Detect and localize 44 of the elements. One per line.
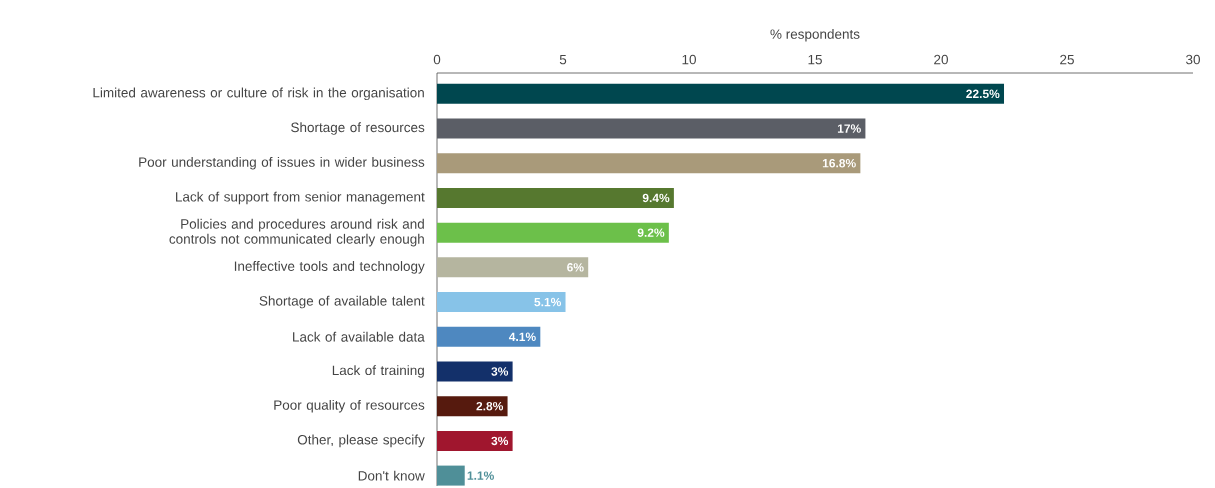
data-label: 4.1% — [508, 332, 536, 341]
y-tick-label: Lack of training — [332, 365, 424, 378]
y-tick-label: Shortage of resources — [291, 122, 425, 135]
data-label: 22.5% — [966, 89, 1000, 99]
bar — [437, 118, 866, 139]
x-tick-label: 30 — [1186, 54, 1200, 65]
x-tick-label: 10 — [682, 54, 696, 65]
data-label: 9.4% — [642, 193, 670, 203]
data-label: 2.8% — [476, 401, 504, 411]
y-tick-label: Don't know — [358, 470, 425, 481]
data-label: 3% — [491, 367, 509, 376]
data-label: 6% — [567, 263, 584, 272]
y-tick-label: Shortage of available talent — [259, 295, 425, 309]
bar — [437, 292, 566, 313]
x-tick-label: 5 — [559, 54, 567, 65]
data-label: 1.1% — [467, 471, 494, 480]
y-tick-label: Other, please specify — [297, 434, 425, 448]
data-label: 16.8% — [822, 158, 856, 168]
y-tick-label: Poor quality of resources — [274, 399, 425, 413]
y-tick-label: Ineffective tools and technology — [234, 261, 425, 274]
bar — [437, 83, 1005, 104]
bar — [437, 222, 669, 243]
y-tick-label: Limited awareness or culture of risk in the organisation — [93, 87, 424, 101]
y-tick-label: Lack of support from senior management — [176, 191, 425, 205]
y-tick-label: Poor understanding of issues in wider business — [139, 156, 425, 170]
data-label: 5.1% — [534, 297, 562, 307]
x-tick-label: 25 — [1060, 54, 1074, 65]
bar — [437, 430, 513, 451]
bar — [437, 361, 513, 382]
bar — [437, 153, 861, 174]
data-label: 3% — [491, 436, 509, 446]
bar — [437, 257, 589, 278]
x-tick-label: 20 — [934, 54, 948, 65]
bar — [437, 465, 465, 486]
x-axis-title: % respondents — [770, 28, 860, 42]
bar — [437, 396, 508, 417]
x-tick-label: 15 — [808, 54, 822, 65]
data-label: 17% — [837, 124, 861, 133]
bar — [437, 326, 541, 347]
y-tick-label: Lack of available data — [293, 331, 425, 342]
x-tick-label: 0 — [433, 54, 441, 65]
bar — [437, 187, 674, 208]
data-label: 9.2% — [637, 228, 665, 237]
y-tick-label: Policies and procedures around risk and controls not communicated clearly enough — [169, 218, 424, 247]
